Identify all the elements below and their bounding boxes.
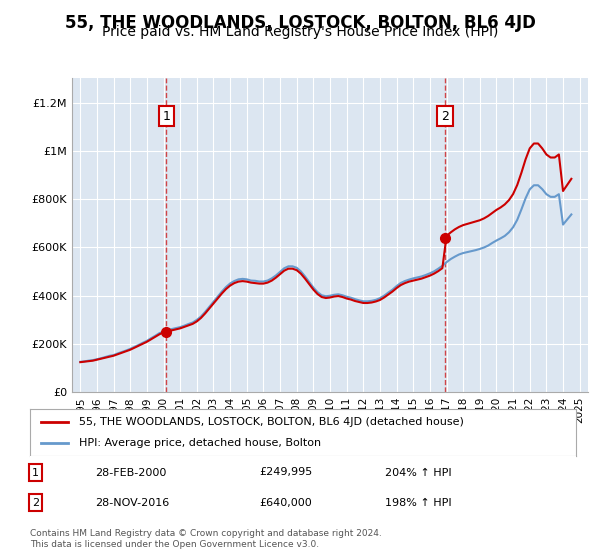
Text: 1: 1: [162, 110, 170, 123]
Text: Contains HM Land Registry data © Crown copyright and database right 2024.
This d: Contains HM Land Registry data © Crown c…: [30, 529, 382, 549]
Text: 2: 2: [441, 110, 449, 123]
Text: Price paid vs. HM Land Registry's House Price Index (HPI): Price paid vs. HM Land Registry's House …: [102, 25, 498, 39]
Text: 198% ↑ HPI: 198% ↑ HPI: [385, 498, 452, 508]
Text: 1: 1: [32, 468, 39, 478]
Text: £249,995: £249,995: [259, 468, 313, 478]
Text: 55, THE WOODLANDS, LOSTOCK, BOLTON, BL6 4JD: 55, THE WOODLANDS, LOSTOCK, BOLTON, BL6 …: [65, 14, 535, 32]
Text: HPI: Average price, detached house, Bolton: HPI: Average price, detached house, Bolt…: [79, 438, 321, 448]
Text: 28-NOV-2016: 28-NOV-2016: [95, 498, 170, 508]
Text: £640,000: £640,000: [259, 498, 312, 508]
Text: 55, THE WOODLANDS, LOSTOCK, BOLTON, BL6 4JD (detached house): 55, THE WOODLANDS, LOSTOCK, BOLTON, BL6 …: [79, 417, 464, 427]
Text: 204% ↑ HPI: 204% ↑ HPI: [385, 468, 452, 478]
Text: 2: 2: [32, 498, 39, 508]
Text: 28-FEB-2000: 28-FEB-2000: [95, 468, 167, 478]
